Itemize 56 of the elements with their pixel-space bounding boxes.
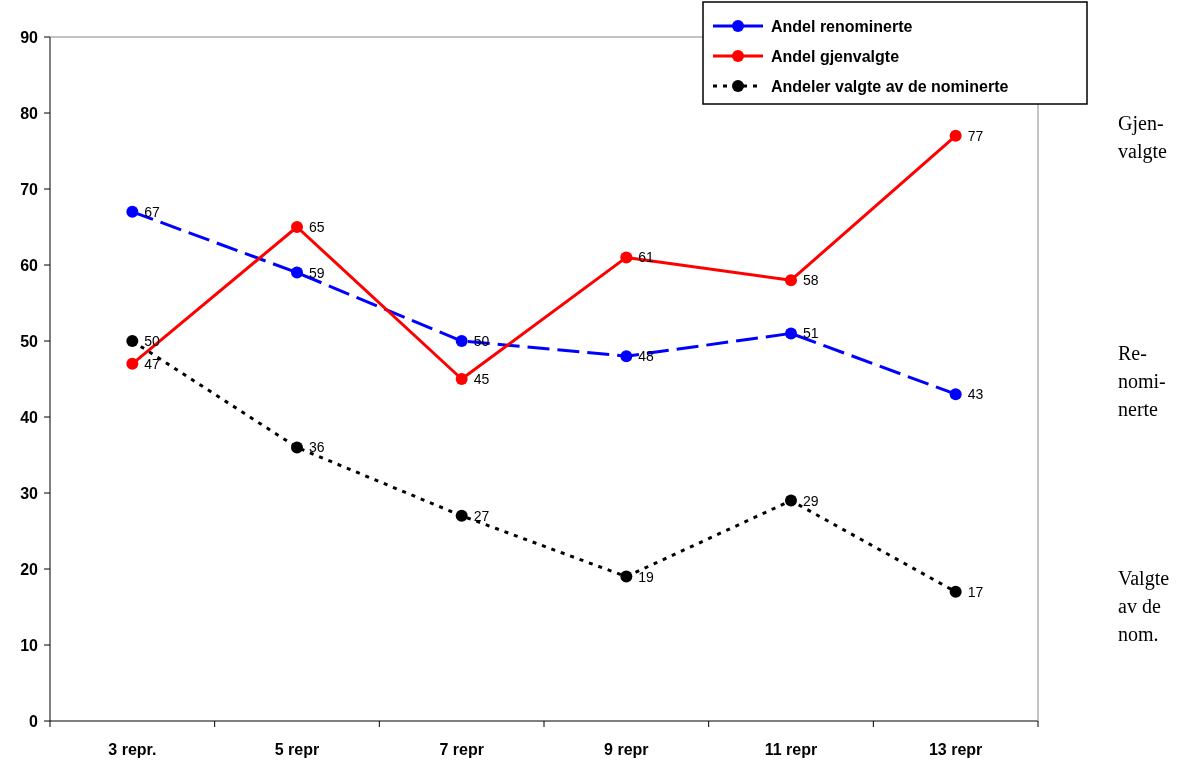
- point: [620, 251, 633, 264]
- point: [949, 585, 962, 598]
- point: [785, 327, 797, 340]
- x-tick-label: 3 repr.: [108, 741, 157, 758]
- point: [126, 335, 139, 347]
- y-tick-label: 90: [20, 29, 39, 46]
- x-tick-label: 9 repr: [604, 741, 649, 758]
- point: [291, 266, 303, 279]
- data-label: 51: [803, 325, 819, 342]
- point: [291, 441, 303, 454]
- point: [455, 373, 468, 385]
- x-tick-label: 5 repr: [274, 741, 320, 758]
- data-label: 29: [803, 492, 819, 509]
- y-tick-label: 50: [20, 333, 39, 350]
- text: Re- nomi- nerte: [1118, 342, 1166, 420]
- point: [785, 494, 797, 507]
- data-label: 27: [473, 507, 490, 524]
- point: [620, 570, 633, 583]
- point: [785, 274, 797, 287]
- point: [455, 509, 468, 522]
- y-tick-label: 70: [20, 181, 39, 198]
- data-label: 48: [638, 348, 655, 365]
- text: Valgte av de nom.: [1118, 567, 1170, 645]
- point: [949, 129, 962, 142]
- data-label: 19: [638, 568, 655, 585]
- text: Gjen- valgte: [1118, 112, 1167, 163]
- y-tick-label: 20: [20, 561, 39, 578]
- point: [126, 357, 139, 370]
- legend-label: Andeler valgte av de nominerte: [771, 78, 1009, 95]
- point: [291, 221, 303, 233]
- y-tick-label: 80: [20, 105, 39, 122]
- legend-label: Andel gjenvalgte: [771, 48, 900, 65]
- data-label: 45: [473, 371, 490, 387]
- data-label: 67: [144, 203, 161, 220]
- legend-label: Andel renominerte: [771, 18, 913, 35]
- x-tick-label: 13 repr: [928, 741, 983, 758]
- data-label: 17: [967, 583, 984, 600]
- point: [620, 350, 633, 363]
- data-label: 43: [967, 386, 984, 403]
- y-tick-label: 40: [20, 409, 39, 426]
- x-tick-label: 7 repr: [439, 741, 484, 758]
- data-label: 77: [967, 127, 984, 144]
- point: [949, 388, 962, 401]
- data-label: 65: [309, 219, 325, 235]
- x-tick-label: 11 repr: [764, 741, 818, 758]
- y-tick-label: 60: [20, 257, 39, 274]
- data-label: 50: [144, 333, 161, 349]
- y-tick-label: 10: [20, 637, 39, 654]
- data-label: 36: [309, 439, 325, 456]
- y-tick-label: 30: [20, 485, 39, 502]
- y-tick-label: 0: [29, 713, 39, 730]
- data-label: 59: [309, 264, 325, 281]
- point: [126, 205, 139, 218]
- data-label: 47: [144, 355, 161, 372]
- data-label: 58: [803, 272, 819, 289]
- point: [455, 335, 468, 347]
